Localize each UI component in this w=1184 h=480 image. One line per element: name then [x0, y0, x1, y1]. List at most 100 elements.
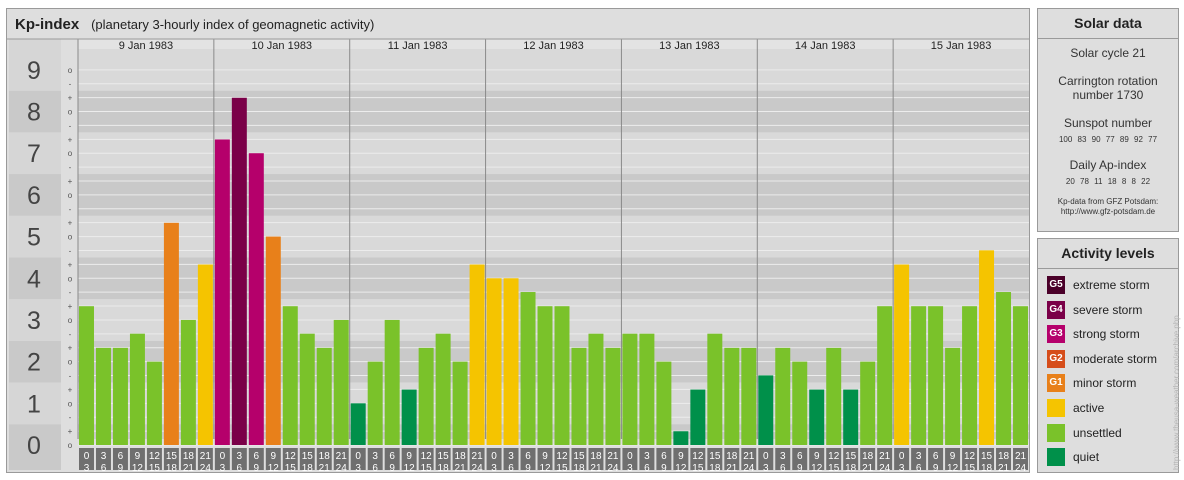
y-tick-label: 5 [27, 224, 41, 252]
interval-start-label: 18 [998, 451, 1010, 462]
legend-swatch: G1 [1047, 374, 1065, 393]
interval-end-label: 21 [319, 463, 331, 472]
interval-end-label: 6 [101, 463, 107, 472]
interval-end-label: 15 [964, 463, 976, 472]
kp-bar [486, 278, 502, 445]
chart-title: Kp-index [15, 16, 80, 33]
legend-label: moderate storm [1073, 351, 1158, 366]
interval-end-label: 12 [947, 463, 959, 472]
legend-item: active [1047, 399, 1104, 417]
interval-end-label: 3 [491, 463, 497, 472]
interval-end-label: 24 [607, 463, 619, 472]
interval-start-label: 18 [862, 451, 874, 462]
y-label-band [9, 299, 61, 341]
chart-header: Kp-index (planetary 3-hourly index of ge… [15, 16, 374, 33]
kp-chart-panel: 0 1 2 3 4 5 6 7 8 9 o + - o + - o + - o + - o + - o + - o + - o + - o + - o 9 … [6, 8, 1030, 473]
interval-label-box [877, 448, 893, 470]
interval-end-label: 18 [845, 463, 857, 472]
kp-bar [299, 333, 315, 445]
y-sub-tick: + [68, 260, 73, 269]
y-label-band [9, 90, 61, 133]
interval-label-box [945, 448, 961, 470]
interval-start-label: 15 [573, 451, 585, 462]
interval-end-label: 24 [743, 463, 755, 472]
interval-start-label: 3 [237, 451, 243, 462]
kp-bar [282, 306, 298, 445]
interval-label-box [537, 448, 553, 470]
kp-bar [605, 347, 621, 445]
day-label: 12 Jan 1983 [523, 40, 584, 52]
interval-label-box [673, 448, 689, 470]
kp-bar [690, 389, 706, 445]
interval-label-box [690, 448, 706, 470]
kp-bar [146, 361, 162, 445]
legend-label: quiet [1073, 450, 1100, 465]
kp-bar [860, 361, 876, 445]
day-label: 10 Jan 1983 [252, 40, 313, 52]
y-sub-tick: o [68, 316, 73, 325]
interval-start-label: 15 [845, 451, 857, 462]
kp-bar [367, 361, 383, 445]
kp-bar [79, 306, 94, 445]
interval-start-label: 21 [879, 451, 891, 462]
interval-label-box [299, 448, 315, 470]
interval-start-label: 15 [302, 451, 314, 462]
interval-start-label: 9 [542, 451, 548, 462]
ap-index-values: 20 78 11 18 8 8 22 [1065, 177, 1151, 186]
interval-label-box [384, 448, 400, 470]
interval-end-label: 9 [525, 463, 531, 472]
kp-bar [1013, 306, 1028, 445]
interval-end-label: 6 [237, 463, 243, 472]
interval-start-label: 0 [84, 451, 90, 462]
credit-link[interactable]: http://www.gfz-potsdam.de [1060, 207, 1156, 216]
solar-data-panel: Solar data Solar cycle 21 Carrington rot… [1037, 8, 1179, 232]
y-sub-tick: o [68, 66, 73, 75]
interval-label-box [214, 448, 230, 470]
interval-label-box [860, 448, 876, 470]
interval-end-label: 24 [336, 463, 348, 472]
interval-end-label: 18 [166, 463, 178, 472]
kp-bar [231, 97, 247, 446]
legend-label: strong storm [1073, 327, 1140, 342]
interval-end-label: 24 [1015, 463, 1027, 472]
y-tick-label: 7 [27, 140, 41, 168]
interval-end-label: 6 [644, 463, 650, 472]
legend-item: quiet [1047, 448, 1100, 467]
interval-label-box [146, 448, 162, 470]
kp-bar [622, 333, 638, 445]
interval-label-box [843, 448, 859, 470]
interval-label-box [435, 448, 451, 470]
y-label-band [9, 215, 61, 258]
y-tick-label: 0 [27, 432, 41, 460]
kp-bar [316, 347, 332, 445]
y-sub-tick: - [69, 121, 72, 130]
carrington-rotation: Carrington rotation number 1730 [1058, 74, 1158, 102]
data-credit: Kp-data from GFZ Potsdam: http://www.gfz… [1038, 197, 1178, 217]
legend-item: unsettled [1047, 423, 1122, 442]
interval-start-label: 6 [933, 451, 939, 462]
kp-bar [180, 319, 196, 445]
interval-end-label: 9 [254, 463, 260, 472]
interval-end-label: 21 [862, 463, 874, 472]
day-label: 13 Jan 1983 [659, 40, 720, 52]
kp-bar [333, 319, 349, 445]
y-label-band [9, 39, 61, 91]
interval-start-label: 18 [183, 451, 195, 462]
interval-end-label: 18 [981, 463, 993, 472]
legend-swatch: G4 [1047, 300, 1065, 319]
interval-label-box [95, 448, 111, 470]
y-sub-tick: + [68, 94, 73, 103]
kp-bar [554, 306, 570, 445]
legend-label: unsettled [1073, 425, 1122, 440]
kp-bar [588, 333, 604, 445]
interval-label-box [741, 448, 757, 470]
y-sub-tick: - [69, 330, 72, 339]
kp-bar [129, 333, 145, 445]
y-sub-tick: - [69, 372, 72, 381]
y-sub-tick: o [68, 441, 73, 450]
y-sub-tick: + [68, 219, 73, 228]
interval-start-label: 6 [661, 451, 667, 462]
kp-bar [996, 292, 1012, 445]
day-label: 9 Jan 1983 [119, 40, 173, 52]
interval-start-label: 15 [709, 451, 721, 462]
